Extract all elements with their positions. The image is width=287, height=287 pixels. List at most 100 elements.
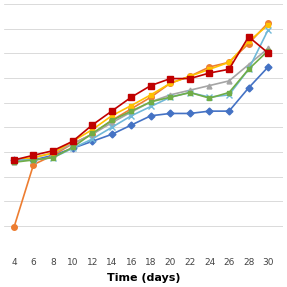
S6_green	[247, 67, 250, 71]
S1_blue	[71, 147, 74, 150]
S3_gray	[208, 84, 211, 87]
S2_orange	[208, 65, 211, 69]
S4_yellow	[12, 158, 16, 162]
S7_red	[188, 77, 192, 80]
S5_lightblue	[129, 114, 133, 117]
S6_green	[208, 96, 211, 100]
S7_red	[32, 154, 35, 157]
S3_gray	[129, 110, 133, 114]
S4_yellow	[110, 114, 113, 117]
S2_orange	[12, 226, 16, 229]
S1_blue	[12, 158, 16, 162]
S5_lightblue	[12, 158, 16, 162]
S7_red	[208, 71, 211, 75]
S5_lightblue	[266, 28, 270, 32]
S5_lightblue	[90, 137, 94, 141]
S7_red	[247, 35, 250, 38]
S7_red	[266, 51, 270, 55]
Line: S1_blue: S1_blue	[11, 65, 271, 162]
S4_yellow	[247, 40, 250, 43]
S6_green	[12, 160, 16, 164]
S5_lightblue	[188, 91, 192, 94]
S3_gray	[51, 151, 55, 155]
S6_green	[32, 158, 35, 162]
S4_yellow	[71, 140, 74, 143]
S3_gray	[71, 142, 74, 146]
S5_lightblue	[110, 126, 113, 129]
S1_blue	[51, 154, 55, 157]
S6_green	[71, 146, 74, 149]
S7_red	[149, 84, 153, 87]
S6_green	[51, 156, 55, 159]
S1_blue	[247, 86, 250, 90]
S6_green	[90, 132, 94, 135]
S1_blue	[149, 114, 153, 117]
S2_orange	[247, 42, 250, 45]
S3_gray	[32, 156, 35, 159]
S4_yellow	[208, 67, 211, 71]
S1_blue	[169, 112, 172, 115]
S2_orange	[266, 21, 270, 24]
S3_gray	[12, 160, 16, 164]
Line: S7_red: S7_red	[11, 34, 271, 163]
S6_green	[188, 91, 192, 94]
S4_yellow	[169, 82, 172, 85]
S3_gray	[110, 121, 113, 125]
S5_lightblue	[169, 96, 172, 99]
S7_red	[227, 67, 231, 71]
X-axis label: Time (days): Time (days)	[107, 273, 180, 283]
S2_orange	[110, 119, 113, 122]
S5_lightblue	[208, 96, 211, 99]
S7_red	[71, 140, 74, 143]
S1_blue	[266, 65, 270, 69]
S3_gray	[169, 93, 172, 96]
S4_yellow	[149, 93, 153, 96]
S6_green	[169, 96, 172, 99]
S5_lightblue	[71, 147, 74, 150]
S3_gray	[227, 79, 231, 83]
S2_orange	[169, 82, 172, 85]
S3_gray	[90, 133, 94, 136]
S5_lightblue	[51, 156, 55, 159]
S6_green	[149, 100, 153, 104]
S5_lightblue	[227, 93, 231, 96]
S7_red	[110, 109, 113, 113]
S5_lightblue	[32, 158, 35, 162]
S4_yellow	[266, 23, 270, 27]
S4_yellow	[129, 104, 133, 107]
S6_green	[110, 119, 113, 122]
S4_yellow	[227, 61, 231, 64]
S1_blue	[90, 140, 94, 143]
S6_green	[266, 49, 270, 53]
S7_red	[12, 158, 16, 162]
S1_blue	[188, 112, 192, 115]
S5_lightblue	[149, 105, 153, 108]
S3_gray	[188, 88, 192, 92]
Line: S5_lightblue: S5_lightblue	[11, 27, 271, 163]
S4_yellow	[188, 75, 192, 78]
S6_green	[129, 109, 133, 113]
S2_orange	[51, 154, 55, 157]
S4_yellow	[32, 156, 35, 159]
S7_red	[129, 96, 133, 99]
S4_yellow	[90, 128, 94, 131]
Line: S2_orange: S2_orange	[11, 20, 271, 230]
S2_orange	[32, 163, 35, 166]
S7_red	[169, 77, 172, 80]
Line: S4_yellow: S4_yellow	[11, 23, 271, 162]
S2_orange	[129, 107, 133, 110]
S3_gray	[247, 63, 250, 66]
S1_blue	[32, 158, 35, 162]
S1_blue	[227, 109, 231, 113]
S1_blue	[208, 109, 211, 113]
S2_orange	[90, 133, 94, 136]
Line: S3_gray: S3_gray	[11, 46, 271, 165]
Line: S6_green: S6_green	[11, 48, 271, 165]
S7_red	[51, 149, 55, 152]
S7_red	[90, 123, 94, 127]
S5_lightblue	[247, 67, 250, 71]
S2_orange	[71, 142, 74, 146]
S2_orange	[149, 96, 153, 99]
S3_gray	[149, 100, 153, 104]
S1_blue	[129, 123, 133, 127]
